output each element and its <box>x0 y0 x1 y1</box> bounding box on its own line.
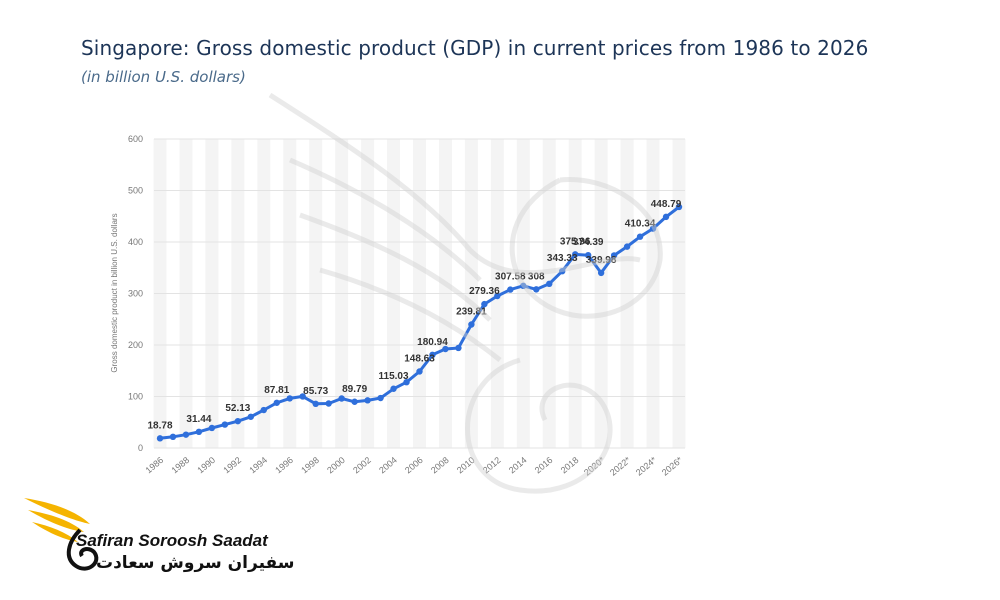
data-point[interactable] <box>662 213 670 221</box>
chart-title: Singapore: Gross domestic product (GDP) … <box>81 36 869 60</box>
data-label: 31.44 <box>186 414 211 425</box>
data-point[interactable] <box>649 225 657 232</box>
data-point[interactable] <box>156 435 164 442</box>
chart-subtitle: (in billion U.S. dollars) <box>81 68 246 86</box>
data-point[interactable] <box>182 431 190 438</box>
data-point[interactable] <box>325 400 332 407</box>
x-tick-label: 2016 <box>533 455 555 476</box>
data-label: 180.94 <box>417 337 448 348</box>
data-label: 339.98 <box>586 255 617 266</box>
x-tick-label: 2012 <box>481 455 503 476</box>
data-point[interactable] <box>312 400 319 408</box>
data-point[interactable] <box>442 345 449 353</box>
x-tick-label: 2008 <box>429 455 451 476</box>
x-tick-label: 1988 <box>169 455 191 476</box>
x-tick-label: 2020* <box>582 455 607 478</box>
data-label: 18.78 <box>147 420 172 431</box>
data-point[interactable] <box>494 292 501 300</box>
data-label: 308 <box>528 271 545 282</box>
y-tick-label: 0 <box>138 443 143 453</box>
data-point[interactable] <box>338 395 345 402</box>
data-label: 85.73 <box>303 386 328 397</box>
data-point[interactable] <box>377 394 384 402</box>
data-point[interactable] <box>468 321 475 328</box>
x-tick-label: 1986 <box>144 455 166 476</box>
y-tick-label: 400 <box>128 237 143 247</box>
data-point[interactable] <box>221 421 229 428</box>
data-label: 115.03 <box>379 371 409 382</box>
data-label: 87.81 <box>264 385 289 396</box>
data-point[interactable] <box>572 251 579 258</box>
data-point[interactable] <box>299 393 306 400</box>
data-point[interactable] <box>286 395 293 402</box>
y-tick-label: 300 <box>128 289 143 299</box>
data-label: 89.79 <box>342 384 367 395</box>
data-label: 343.33 <box>547 253 578 264</box>
data-point[interactable] <box>507 286 514 293</box>
x-tick-label: 1994 <box>247 455 269 476</box>
y-tick-label: 500 <box>128 186 143 196</box>
data-point[interactable] <box>481 300 488 308</box>
x-tick-label: 2004 <box>377 455 399 476</box>
x-tick-label: 2022* <box>608 455 633 478</box>
x-tick-label: 2018 <box>559 455 581 476</box>
x-tick-label: 2026* <box>660 455 685 478</box>
y-tick-label: 200 <box>128 340 143 350</box>
data-label: 448.79 <box>651 199 682 210</box>
data-point[interactable] <box>208 424 216 432</box>
data-label: 52.13 <box>225 403 250 414</box>
y-tick-label: 100 <box>128 392 143 402</box>
data-point[interactable] <box>533 286 540 293</box>
data-point[interactable] <box>260 406 267 414</box>
data-point[interactable] <box>636 233 644 240</box>
data-point[interactable] <box>610 252 618 259</box>
data-label: 374.39 <box>573 237 604 248</box>
y-axis-label: Gross domestic product in billion U.S. d… <box>110 213 119 372</box>
x-tick-label: 2006 <box>403 455 425 476</box>
data-label: 279.36 <box>469 286 500 297</box>
data-point[interactable] <box>169 433 177 441</box>
x-tick-label: 2000 <box>325 455 347 476</box>
x-tick-label: 1996 <box>273 455 295 476</box>
x-tick-label: 1998 <box>299 455 321 476</box>
data-label: 148.63 <box>404 353 435 364</box>
data-point[interactable] <box>597 269 605 277</box>
data-point[interactable] <box>351 398 358 405</box>
logo-name-english: Safiran Soroosh Saadat <box>76 531 268 550</box>
data-point[interactable] <box>234 417 242 425</box>
data-point[interactable] <box>416 368 423 375</box>
data-point[interactable] <box>455 344 462 352</box>
x-tick-label: 2014 <box>507 455 529 476</box>
y-tick-label: 600 <box>128 134 143 144</box>
data-point[interactable] <box>623 243 631 250</box>
x-tick-label: 1992 <box>221 455 243 476</box>
data-point[interactable] <box>520 282 527 290</box>
data-point[interactable] <box>195 428 203 436</box>
data-point[interactable] <box>273 399 280 406</box>
wing-icon <box>24 498 99 571</box>
x-tick-label: 1990 <box>195 455 217 476</box>
data-label: 375.96 <box>560 236 591 247</box>
data-point[interactable] <box>559 267 566 275</box>
x-tick-label: 2002 <box>351 455 373 476</box>
data-point[interactable] <box>429 351 436 359</box>
data-point[interactable] <box>675 203 683 211</box>
data-point[interactable] <box>546 280 553 288</box>
data-label: 307.58 <box>495 272 526 283</box>
x-tick-label: 2010 <box>455 455 477 476</box>
data-label: 239.81 <box>456 306 487 317</box>
data-point[interactable] <box>584 251 592 259</box>
data-point[interactable] <box>364 397 371 404</box>
data-point[interactable] <box>247 413 255 420</box>
data-point[interactable] <box>403 378 410 386</box>
logo-name-persian: سفیران سروش سعادت <box>96 553 295 573</box>
data-point[interactable] <box>390 385 397 392</box>
x-tick-label: 2024* <box>634 455 659 478</box>
company-logo <box>24 498 99 571</box>
data-label: 410.34 <box>625 219 656 230</box>
